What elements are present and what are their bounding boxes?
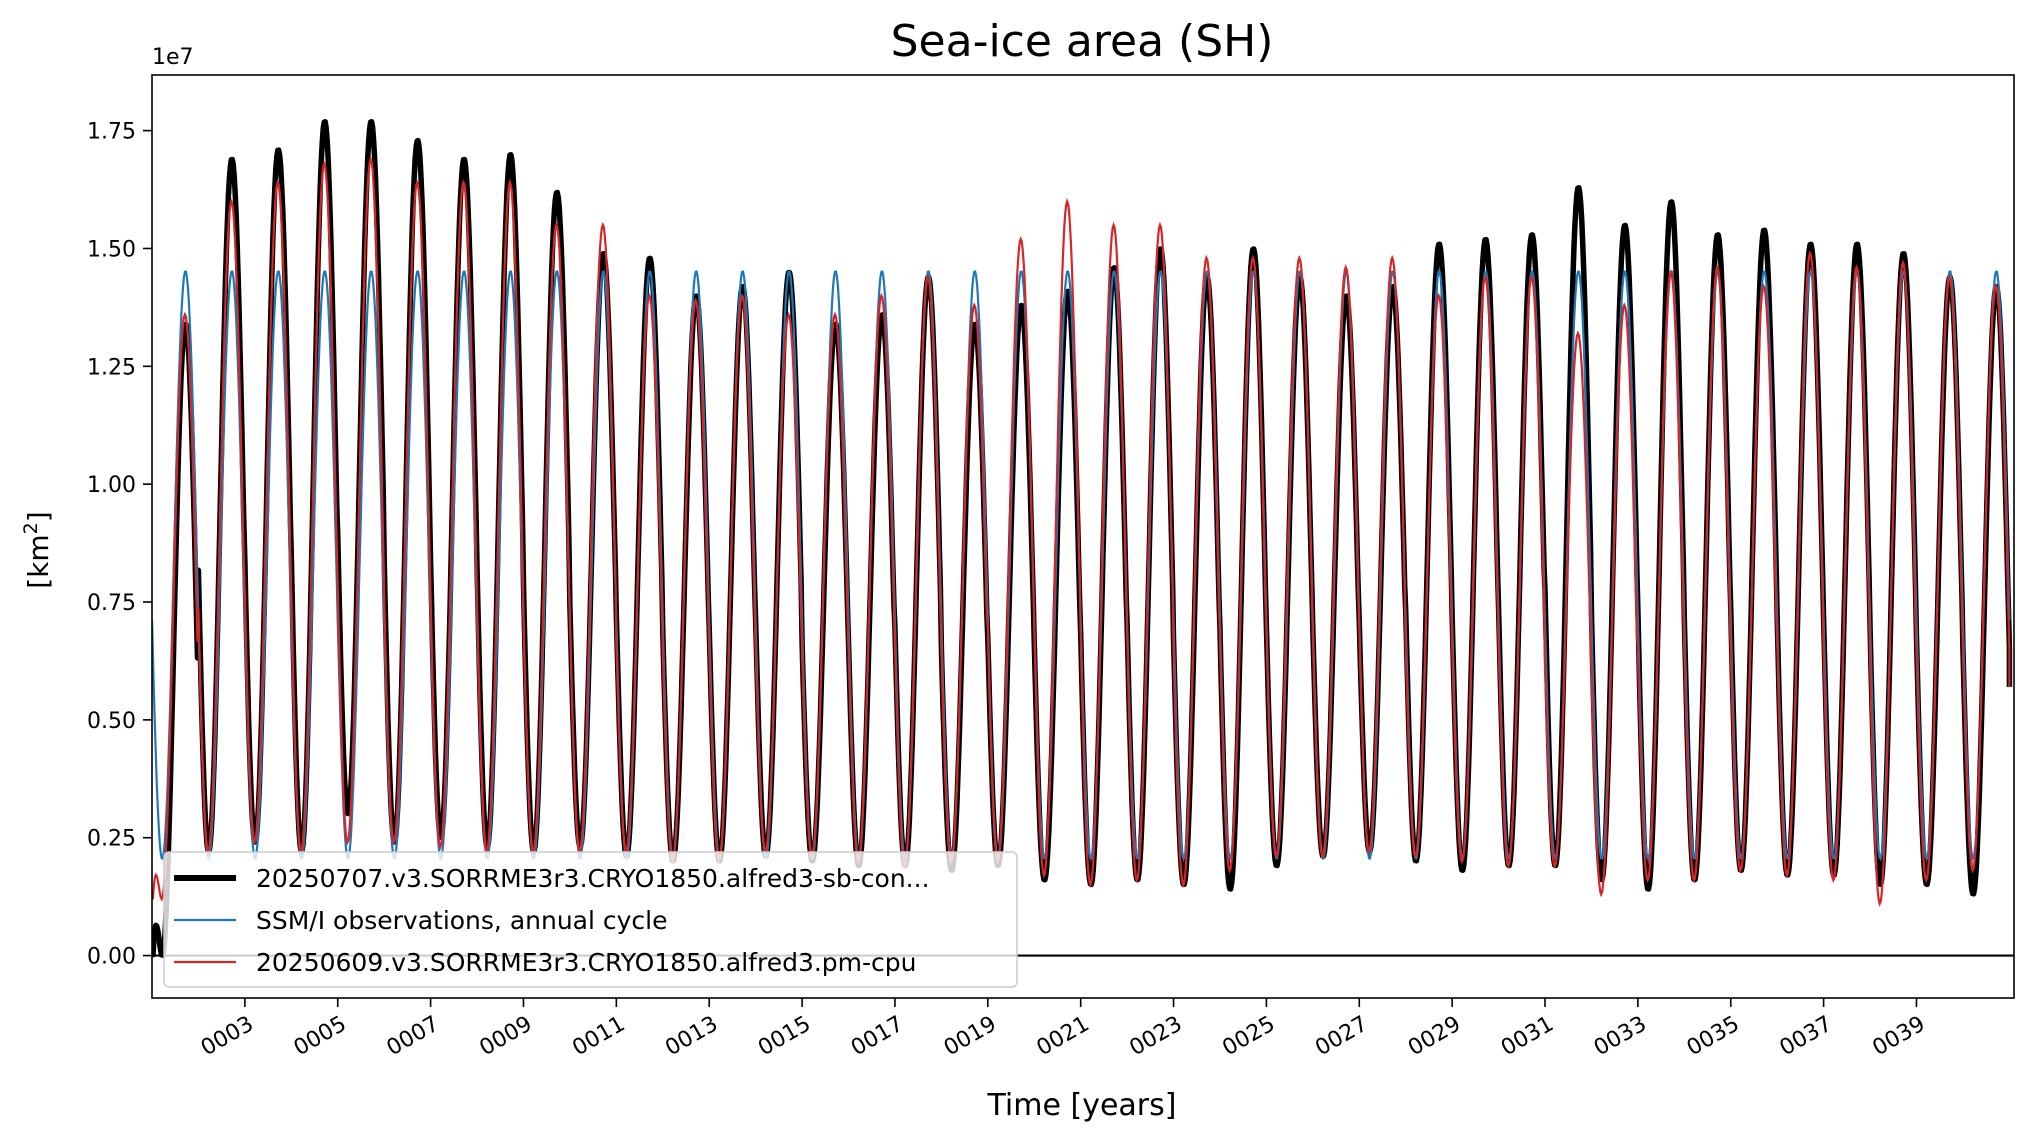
y-tick-label: 0.25 bbox=[87, 827, 136, 852]
x-tick-label: 0017 bbox=[847, 1012, 908, 1062]
legend-label: SSM/I observations, annual cycle bbox=[256, 906, 668, 935]
legend-box bbox=[163, 851, 1018, 988]
plot-frame bbox=[151, 74, 2015, 999]
y-axis: 0.00 0.25 0.50 0.75 1.00 1.25 1.50 1.75 bbox=[87, 120, 152, 970]
x-tick-label: 0019 bbox=[940, 1012, 1001, 1062]
y-tick-label: 1.25 bbox=[87, 355, 136, 380]
y-tick-label: 0.75 bbox=[87, 591, 136, 616]
y-tick-label: 1.00 bbox=[87, 473, 136, 498]
legend-label: 20250707.v3.SORRME3r3.CRYO1850.alfred3-s… bbox=[256, 864, 930, 893]
x-tick-label: 0025 bbox=[1218, 1012, 1279, 1062]
x-tick-label: 0029 bbox=[1404, 1012, 1465, 1062]
y-tick-label: 0.00 bbox=[87, 945, 136, 970]
y-tick-label: 1.75 bbox=[87, 120, 136, 145]
x-axis-label: Time [years] bbox=[987, 1088, 1177, 1123]
x-tick-label: 0037 bbox=[1776, 1012, 1837, 1062]
x-tick-label: 0033 bbox=[1590, 1012, 1651, 1062]
x-tick-label: 0007 bbox=[383, 1012, 444, 1062]
x-tick-label: 0021 bbox=[1033, 1012, 1094, 1062]
y-tick-label: 0.50 bbox=[87, 709, 136, 734]
plot-area bbox=[151, 74, 2015, 999]
x-tick-label: 0023 bbox=[1126, 1012, 1187, 1062]
x-tick-label: 0003 bbox=[197, 1012, 258, 1062]
y-axis-label-sup: 2 bbox=[20, 522, 42, 534]
x-tick-label: 0009 bbox=[475, 1012, 536, 1062]
series-line-control bbox=[152, 119, 2013, 958]
x-tick-label: 0015 bbox=[754, 1012, 815, 1062]
x-tick-label: 0027 bbox=[1311, 1012, 1372, 1062]
chart-title: Sea-ice area (SH) bbox=[891, 16, 1274, 67]
legend: 20250707.v3.SORRME3r3.CRYO1850.alfred3-s… bbox=[163, 851, 1018, 988]
x-tick-label: 0035 bbox=[1683, 1012, 1744, 1062]
x-tick-label: 0039 bbox=[1868, 1012, 1929, 1062]
x-tick-label: 0013 bbox=[661, 1012, 722, 1062]
y-axis-label-main: [km bbox=[22, 534, 55, 588]
y-offset-label: 1e7 bbox=[152, 45, 194, 70]
y-axis-label: [km2] bbox=[20, 511, 55, 588]
y-tick-label: 1.50 bbox=[87, 237, 136, 262]
x-axis: 0003 0005 0007 0009 0011 0013 0015 0017 0019 0021… bbox=[197, 998, 1929, 1062]
x-tick-label: 0005 bbox=[290, 1012, 351, 1062]
series-line-pm-cpu bbox=[152, 155, 2011, 907]
x-tick-label: 0011 bbox=[568, 1012, 629, 1062]
x-tick-label: 0031 bbox=[1497, 1012, 1558, 1062]
legend-label: 20250609.v3.SORRME3r3.CRYO1850.alfred3.p… bbox=[256, 948, 917, 977]
y-axis-label-close: ] bbox=[22, 511, 55, 522]
